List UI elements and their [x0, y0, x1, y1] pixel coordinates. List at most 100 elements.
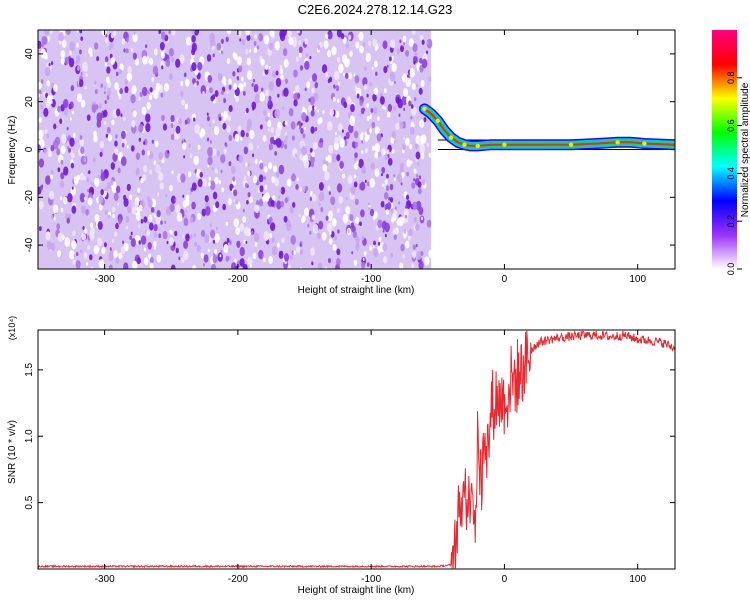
noise-speckle [309, 190, 313, 196]
noise-speckle [363, 108, 366, 112]
noise-speckle [263, 109, 267, 116]
noise-speckle [250, 36, 253, 41]
noise-speckle [170, 114, 175, 123]
noise-speckle [403, 228, 407, 234]
noise-speckle [331, 46, 337, 56]
noise-speckle [245, 107, 249, 114]
noise-speckle [387, 157, 393, 166]
noise-speckle [385, 185, 390, 192]
noise-speckle [310, 247, 315, 256]
noise-speckle [416, 250, 422, 261]
noise-speckle [68, 57, 75, 68]
noise-speckle [366, 55, 370, 62]
noise-speckle [112, 152, 118, 162]
noise-speckle [103, 121, 107, 125]
noise-speckle [382, 229, 385, 233]
noise-speckle [306, 81, 311, 89]
noise-speckle [270, 222, 276, 232]
noise-speckle [138, 123, 144, 133]
noise-speckle [371, 66, 374, 71]
noise-speckle [267, 112, 271, 118]
noise-speckle [218, 180, 222, 185]
noise-speckle [46, 133, 50, 139]
noise-speckle [269, 136, 275, 145]
noise-speckle [193, 241, 198, 247]
noise-speckle [329, 108, 334, 117]
noise-speckle [334, 136, 339, 144]
noise-speckle [59, 196, 63, 201]
noise-speckle [327, 50, 332, 58]
noise-speckle [284, 197, 288, 204]
noise-speckle [202, 90, 205, 96]
noise-speckle [234, 133, 240, 143]
noise-speckle [79, 138, 85, 147]
noise-speckle [191, 48, 196, 56]
noise-speckle [284, 143, 288, 150]
noise-speckle [60, 145, 66, 155]
noise-speckle [234, 265, 239, 269]
noise-speckle [373, 240, 376, 246]
noise-speckle [111, 238, 115, 243]
noise-speckle [353, 174, 357, 179]
bottom-y-axis-label: SNR (10 * v/v) [7, 420, 18, 484]
noise-speckle [80, 146, 85, 154]
noise-speckle [209, 123, 211, 127]
noise-speckle [131, 206, 137, 215]
noise-speckle [345, 197, 348, 201]
noise-speckle [226, 30, 232, 35]
noise-speckle [239, 246, 245, 257]
noise-speckle [293, 99, 298, 107]
noise-speckle [403, 136, 406, 140]
noise-speckle [295, 56, 299, 62]
noise-speckle [346, 96, 352, 105]
noise-speckle [420, 79, 425, 88]
noise-speckle [106, 95, 110, 101]
noise-speckle [309, 96, 315, 106]
noise-speckle [118, 218, 122, 225]
noise-speckle [165, 193, 168, 198]
noise-speckle [71, 240, 77, 250]
noise-speckle [356, 93, 360, 99]
noise-speckle [228, 255, 232, 261]
noise-speckle [276, 242, 280, 248]
noise-speckle [106, 181, 112, 190]
noise-speckle [213, 125, 220, 136]
noise-speckle [336, 30, 342, 38]
noise-speckle [130, 48, 133, 52]
noise-speckle [151, 139, 155, 144]
top-x-ticks: -300 -200 -100 0 100 [95, 30, 646, 285]
noise-speckle [409, 126, 415, 135]
noise-speckle [405, 194, 410, 200]
noise-speckle [211, 45, 215, 51]
noise-speckle [185, 209, 188, 213]
noise-speckle [223, 81, 227, 86]
noise-speckle [155, 215, 162, 225]
noise-speckle [226, 237, 230, 243]
x-tick-label: 100 [629, 274, 646, 285]
noise-speckle [309, 197, 312, 202]
noise-speckle [75, 59, 79, 65]
noise-speckle [215, 201, 220, 209]
noise-speckle [254, 158, 258, 165]
noise-speckle [94, 89, 98, 95]
noise-speckle [142, 55, 148, 65]
noise-speckle [44, 129, 48, 134]
noise-speckle [149, 256, 154, 264]
noise-speckle [370, 108, 374, 113]
noise-speckle [248, 142, 254, 151]
noise-speckle [50, 144, 55, 152]
signal-track-point [422, 106, 427, 112]
noise-speckle [193, 30, 200, 36]
noise-speckle [103, 86, 106, 91]
noise-speckle [67, 192, 73, 203]
noise-speckle [296, 245, 301, 254]
noise-speckle [201, 178, 208, 188]
noise-speckle [115, 134, 118, 139]
noise-speckle [212, 53, 215, 58]
noise-speckle [394, 80, 396, 85]
noise-speckle [97, 237, 103, 247]
noise-speckle [274, 41, 281, 51]
noise-speckle [179, 54, 185, 64]
noise-speckle [327, 154, 332, 163]
